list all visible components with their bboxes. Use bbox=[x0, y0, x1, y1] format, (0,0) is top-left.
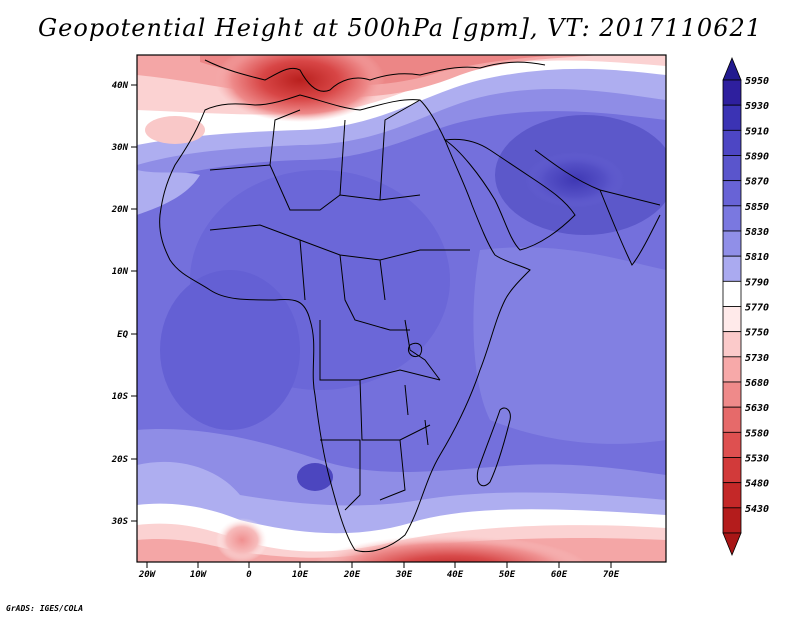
legend-cell bbox=[722, 482, 742, 509]
lat-label: 30S bbox=[111, 517, 129, 527]
legend-label: 5480 bbox=[745, 479, 769, 490]
contour-fill bbox=[137, 55, 666, 562]
legend-label: 5790 bbox=[745, 277, 769, 288]
legend-cell bbox=[722, 507, 742, 534]
lat-label: EQ bbox=[117, 330, 128, 340]
axis-ticks bbox=[131, 84, 612, 568]
lon-label: 30E bbox=[395, 570, 413, 580]
legend-cell bbox=[722, 306, 742, 333]
legend-label: 5830 bbox=[745, 227, 769, 238]
map-frame bbox=[136, 54, 667, 563]
legend-cells bbox=[722, 56, 742, 557]
legend-cell bbox=[722, 255, 742, 282]
legend-label: 5810 bbox=[745, 252, 769, 263]
legend-label: 5630 bbox=[745, 403, 769, 414]
legend-cell bbox=[722, 180, 742, 207]
legend-label: 5770 bbox=[745, 303, 769, 314]
coastlines bbox=[159, 59, 661, 553]
legend-cell bbox=[722, 230, 742, 257]
legend-cell bbox=[722, 331, 742, 358]
lat-label: 40N bbox=[112, 81, 129, 91]
legend-cell bbox=[722, 129, 742, 156]
legend-label: 5930 bbox=[745, 101, 769, 112]
legend-cell bbox=[722, 406, 742, 433]
legend-label: 5750 bbox=[745, 328, 769, 339]
legend-label: 5430 bbox=[745, 504, 769, 515]
footer-credit: GrADS: IGES/COLA bbox=[6, 604, 84, 613]
lon-label: 40E bbox=[447, 570, 464, 580]
legend-cell bbox=[722, 280, 742, 307]
legend-labels: 5950 5930 5910 5890 5870 5850 5830 5810 5790 5770… bbox=[745, 76, 769, 515]
lat-label: 10N bbox=[112, 267, 129, 277]
lon-label: 20E bbox=[343, 570, 361, 580]
chart-title: Geopotential Height at 500hPa [gpm], VT:… bbox=[38, 14, 762, 42]
legend-label: 5530 bbox=[745, 454, 769, 465]
lon-label: 50E bbox=[499, 570, 516, 580]
legend-arrow-top bbox=[722, 56, 742, 81]
legend-label: 5580 bbox=[745, 428, 769, 439]
lon-label: 10E bbox=[292, 570, 309, 580]
legend-label: 5950 bbox=[745, 76, 769, 87]
legend-label: 5850 bbox=[745, 202, 769, 213]
legend-cell bbox=[722, 104, 742, 131]
legend-label: 5870 bbox=[745, 177, 769, 188]
legend-cell bbox=[722, 431, 742, 458]
legend-cell bbox=[722, 457, 742, 484]
legend-cell bbox=[722, 381, 742, 408]
lat-label: 10S bbox=[112, 392, 129, 402]
lat-label: 20N bbox=[111, 205, 129, 215]
legend-label: 5680 bbox=[745, 378, 769, 389]
legend-cell bbox=[722, 205, 742, 232]
lat-label: 30N bbox=[111, 143, 129, 153]
legend-arrow-bottom bbox=[722, 532, 742, 557]
legend-cell bbox=[722, 356, 742, 383]
legend-label: 5890 bbox=[745, 152, 769, 163]
lon-label: 10W bbox=[190, 570, 208, 580]
lon-label: 0 bbox=[246, 570, 252, 580]
lat-label: 20S bbox=[111, 455, 129, 465]
lon-label: 20W bbox=[138, 570, 157, 580]
lon-label: 70E bbox=[603, 570, 620, 580]
legend-cell bbox=[722, 155, 742, 182]
legend-label: 5910 bbox=[745, 126, 769, 137]
legend-cell bbox=[722, 79, 742, 106]
legend-label: 5730 bbox=[745, 353, 769, 364]
lon-label: 60E bbox=[551, 570, 568, 580]
